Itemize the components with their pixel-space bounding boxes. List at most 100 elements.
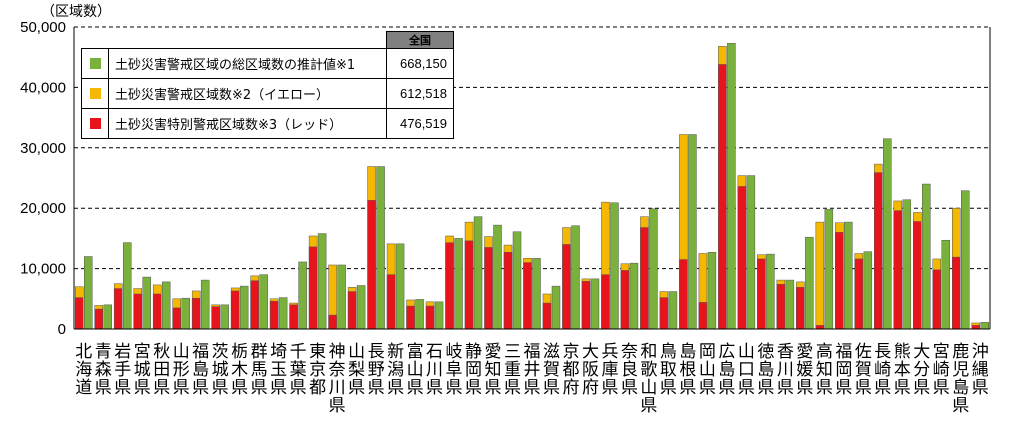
x-tick-label: 広島県 — [718, 342, 735, 398]
x-tick-label: 岡山県 — [699, 342, 716, 398]
legend-row-green: 土砂災害警戒区域の総区域数の推計値※1 668,150 — [81, 48, 454, 79]
y-tick-label: 40,000 — [20, 79, 66, 96]
bar-green — [473, 216, 483, 330]
x-tick-label: 鹿児島県 — [952, 342, 969, 416]
x-tick-label: 福岡県 — [835, 342, 852, 398]
legend-table: 全国 土砂災害警戒区域の総区域数の推計値※1 668,150 土砂災害警戒区域数… — [81, 31, 454, 139]
x-tick-label: 岩手県 — [114, 342, 131, 398]
x-tick-label: 神奈川県 — [329, 342, 346, 416]
x-tick-label: 山梨県 — [348, 342, 365, 398]
bar-red — [757, 258, 766, 330]
x-tick-label: 奈良県 — [621, 342, 638, 398]
bar-red — [308, 246, 318, 330]
y-tick-label: 0 — [58, 321, 66, 338]
x-tick-label: 大阪府 — [582, 342, 599, 398]
legend-header-blank — [81, 31, 387, 49]
bar-red — [952, 256, 961, 330]
bar-red — [74, 297, 84, 330]
x-tick-label: 和歌山県 — [640, 342, 657, 416]
legend-value: 668,150 — [386, 48, 454, 79]
bar-red — [893, 210, 903, 330]
bar-red — [835, 232, 844, 330]
bar-green — [298, 261, 307, 330]
bar-green — [337, 264, 346, 330]
bar-green — [590, 278, 600, 330]
bar-green — [824, 209, 834, 330]
bar-red — [347, 291, 357, 330]
x-tick-labels: 北海道青森県岩手県宮城県秋田県山形県福島県茨城県栃木県群馬県埼玉県千葉県東京都神… — [75, 342, 989, 416]
bar-group — [74, 43, 990, 330]
bar-red — [133, 293, 142, 330]
bar-green — [220, 304, 229, 330]
bar-red — [230, 290, 240, 330]
bar-green — [415, 299, 424, 330]
legend-header-row: 全国 — [81, 31, 454, 49]
bar-green — [161, 281, 171, 330]
bar-green — [376, 166, 385, 330]
x-tick-label: 鳥取県 — [660, 342, 677, 398]
bar-red — [425, 305, 435, 330]
x-tick-label: 徳島県 — [757, 342, 774, 398]
legend-row-red: 土砂災害特別警戒区域数※3（レッド） 476,519 — [81, 108, 454, 139]
bar-red — [406, 305, 415, 330]
x-tick-label: 栃木県 — [231, 342, 248, 398]
bar-red — [484, 247, 493, 330]
bar-green — [727, 43, 736, 330]
bar-green — [239, 285, 249, 330]
bar-red — [113, 288, 123, 330]
bar-green — [688, 134, 697, 330]
y-axis-label: （区域数） — [41, 4, 111, 20]
legend-swatch-green — [89, 58, 101, 69]
bar-green — [922, 183, 931, 330]
bar-red — [289, 304, 298, 330]
legend-label: 土砂災害警戒区域の総区域数の推計値※1 — [108, 48, 387, 79]
x-tick-label: 佐賀県 — [855, 342, 872, 398]
legend-swatch-cell — [81, 78, 109, 109]
x-tick-label: 愛媛県 — [796, 342, 813, 398]
bar-yellow — [815, 221, 825, 330]
bar-red — [94, 308, 103, 330]
bar-green — [883, 138, 892, 330]
bar-green — [532, 258, 541, 330]
x-tick-label: 群馬県 — [251, 342, 268, 398]
bar-green — [610, 202, 619, 330]
bar-red — [152, 293, 162, 330]
x-tick-label: 沖縄県 — [972, 342, 989, 398]
bar-red — [913, 221, 922, 330]
x-tick-label: 富山県 — [407, 342, 424, 398]
legend-row-yellow: 土砂災害警戒区域数※2（イエロー） 612,518 — [81, 78, 454, 109]
x-tick-label: 新潟県 — [387, 342, 404, 398]
y-tick-label: 50,000 — [20, 19, 66, 36]
legend-label: 土砂災害特別警戒区域数※3（レッド） — [108, 108, 387, 139]
x-tick-label: 香川県 — [777, 342, 794, 398]
x-tick-label: 茨城県 — [212, 342, 229, 398]
y-tick-labels: 0 10,000 20,000 30,000 40,000 50,000 — [20, 19, 66, 338]
bar-red — [601, 274, 610, 330]
y-tick-label: 20,000 — [20, 200, 66, 217]
bar-green — [746, 175, 756, 330]
x-tick-label: 宮城県 — [134, 342, 151, 398]
x-tick-label: 滋賀県 — [543, 342, 560, 398]
bar-green — [707, 252, 717, 330]
bar-red — [581, 281, 591, 330]
bar-green — [551, 285, 561, 330]
bar-red — [172, 307, 181, 330]
bar-red — [718, 64, 727, 330]
bar-green — [259, 274, 268, 330]
bar-green — [454, 238, 463, 330]
bar-green — [434, 301, 444, 330]
bar-green — [103, 304, 112, 330]
bar-green — [863, 251, 873, 330]
bar-red — [562, 244, 571, 330]
x-tick-label: 愛知県 — [485, 342, 502, 398]
bar-green — [649, 208, 658, 330]
bar-green — [844, 221, 853, 330]
x-tick-label: 宮崎県 — [933, 342, 950, 398]
bar-green — [512, 231, 522, 330]
x-tick-label: 三重県 — [504, 342, 521, 398]
bar-green — [902, 199, 912, 330]
bar-green — [493, 224, 502, 330]
x-tick-label: 熊本県 — [894, 342, 911, 398]
legend-swatch-cell — [81, 108, 109, 139]
